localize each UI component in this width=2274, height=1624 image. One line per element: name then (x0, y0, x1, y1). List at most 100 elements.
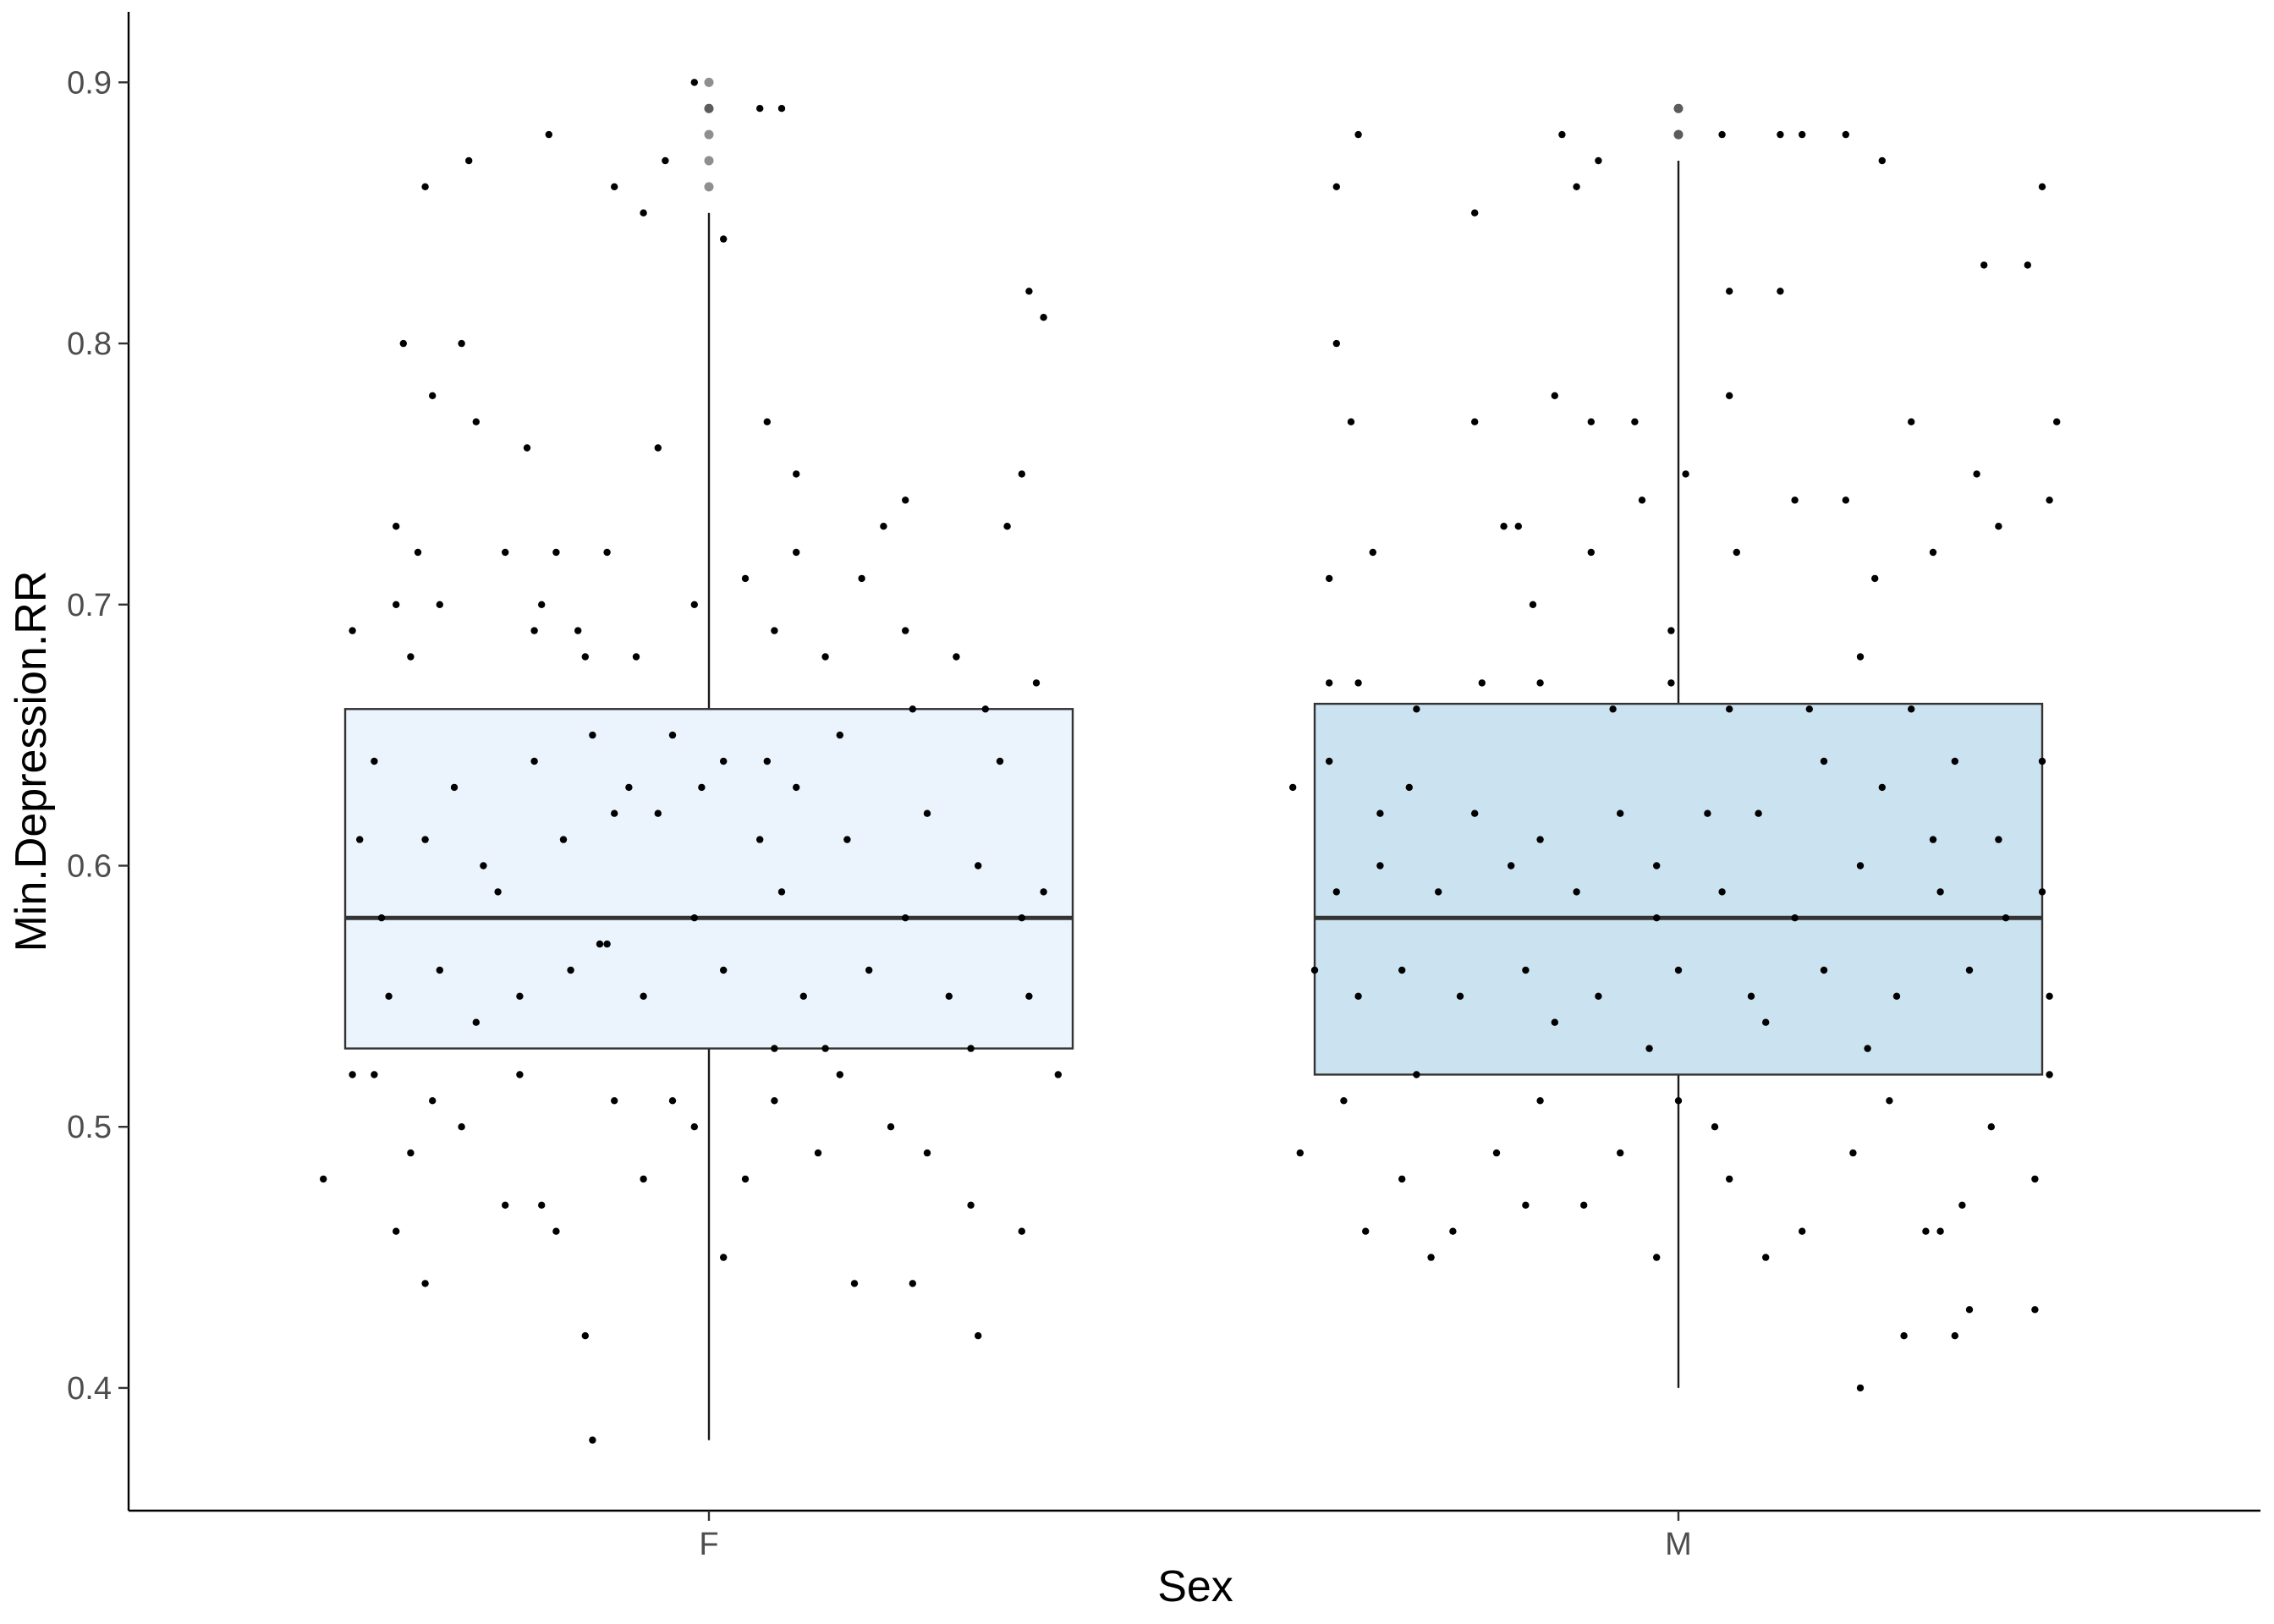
jitter-point-m (1536, 679, 1544, 687)
jitter-point-f (793, 783, 800, 792)
jitter-point-f (530, 627, 538, 634)
jitter-point-f (552, 1227, 560, 1235)
jitter-point-m (1595, 992, 1602, 1001)
jitter-point-f (945, 992, 953, 1001)
jitter-point-m (2046, 992, 2053, 1001)
jitter-point-f (902, 914, 909, 922)
jitter-point-m (1878, 783, 1886, 792)
jitter-point-m (1674, 1097, 1683, 1105)
jitter-point-f (581, 1332, 589, 1340)
jitter-point-f (771, 1097, 778, 1105)
jitter-point-f (668, 731, 677, 739)
jitter-point-f (393, 601, 400, 608)
jitter-point-m (1747, 992, 1755, 1001)
jitter-point-m (1871, 574, 1879, 583)
jitter-point-f (1018, 1227, 1026, 1235)
jitter-point-f (371, 757, 378, 765)
jitter-point-m (1354, 679, 1362, 687)
jitter-point-f (720, 966, 728, 974)
jitter-point-m (1536, 836, 1544, 843)
jitter-point-f (371, 1071, 378, 1078)
jitter-point-m (1791, 914, 1799, 922)
jitter-point-m (1711, 1123, 1719, 1131)
jitter-point-m (1405, 783, 1414, 792)
jitter-point-m (1514, 523, 1523, 530)
jitter-point-f (589, 731, 596, 739)
jitter-point-m (1427, 1254, 1435, 1261)
jitter-point-f (632, 653, 640, 661)
jitter-point-m (1726, 392, 1733, 399)
jitter-point-f (902, 627, 909, 634)
jitter-point-m (1354, 130, 1362, 139)
jitter-point-m (1340, 1097, 1348, 1105)
jitter-point-f (625, 783, 633, 792)
jitter-point-f (1054, 1071, 1063, 1078)
jitter-point-m (1595, 156, 1602, 165)
jitter-point-f (611, 1097, 618, 1105)
jitter-point-f (421, 183, 429, 190)
y-axis-title: Min.Depression.RR (7, 571, 56, 952)
jitter-point-m (1878, 156, 1886, 165)
jitter-point-f (596, 940, 604, 948)
jitter-point-f (480, 862, 487, 870)
jitter-point-f (640, 1175, 647, 1183)
jitter-point-m (1645, 1045, 1653, 1052)
jitter-point-m (1332, 888, 1341, 896)
jitter-point-m (1522, 1201, 1530, 1210)
jitter-point-f (640, 209, 647, 217)
jitter-point-f (981, 705, 990, 713)
y-tick-label: 0.9 (67, 65, 112, 101)
jitter-point-f (720, 757, 728, 765)
jitter-point-m (2024, 261, 2031, 269)
jitter-point-m (1653, 862, 1661, 870)
jitter-point-m (1682, 470, 1689, 478)
jitter-point-f (320, 1175, 327, 1183)
jitter-point-m (1500, 523, 1508, 530)
jitter-point-m (1522, 966, 1530, 974)
jitter-point-m (1777, 130, 1784, 139)
jitter-point-f (858, 574, 865, 583)
jitter-point-f (393, 1227, 400, 1235)
jitter-point-m (1508, 862, 1515, 870)
jitter-point-f (996, 757, 1004, 765)
jitter-point-f (349, 627, 356, 634)
y-tick-label: 0.4 (67, 1371, 112, 1407)
jitter-point-f (450, 783, 459, 792)
jitter-point-m (1951, 1332, 1958, 1340)
jitter-point-f (887, 1123, 895, 1131)
jitter-point-f (611, 809, 618, 817)
jitter-point-m (2053, 418, 2061, 425)
jitter-point-m (1449, 1227, 1457, 1235)
jitter-point-m (1965, 1306, 1974, 1314)
jitter-point-m (1551, 392, 1559, 399)
jitter-point-f (923, 809, 931, 817)
jitter-point-f (1032, 679, 1041, 687)
jitter-point-m (1908, 418, 1915, 425)
jitter-point-m (1398, 1175, 1406, 1183)
jitter-point-m (1973, 470, 1980, 478)
jitter-point-f (720, 235, 728, 243)
jitter-point-f (581, 653, 589, 661)
jitter-point-m (1987, 1123, 1995, 1131)
jitter-point-m (1471, 418, 1479, 425)
outlier-point-f (704, 156, 714, 166)
jitter-point-m (1573, 888, 1580, 896)
box-f (343, 708, 1074, 1050)
jitter-point-f (967, 1045, 975, 1052)
jitter-point-f (377, 914, 386, 922)
jitter-point-f (567, 966, 574, 974)
jitter-point-f (799, 992, 807, 1001)
jitter-point-f (953, 653, 960, 661)
jitter-point-f (923, 1149, 931, 1157)
jitter-point-m (1398, 966, 1406, 974)
jitter-point-m (1310, 966, 1319, 974)
jitter-point-m (1842, 497, 1849, 504)
jitter-point-m (1653, 1254, 1661, 1261)
jitter-point-f (523, 444, 531, 452)
jitter-point-f (865, 966, 873, 974)
jitter-point-m (1929, 548, 1937, 557)
jitter-point-f (356, 836, 364, 843)
jitter-point-m (1995, 523, 2002, 530)
jitter-point-m (1587, 548, 1596, 557)
jitter-point-f (763, 757, 771, 765)
